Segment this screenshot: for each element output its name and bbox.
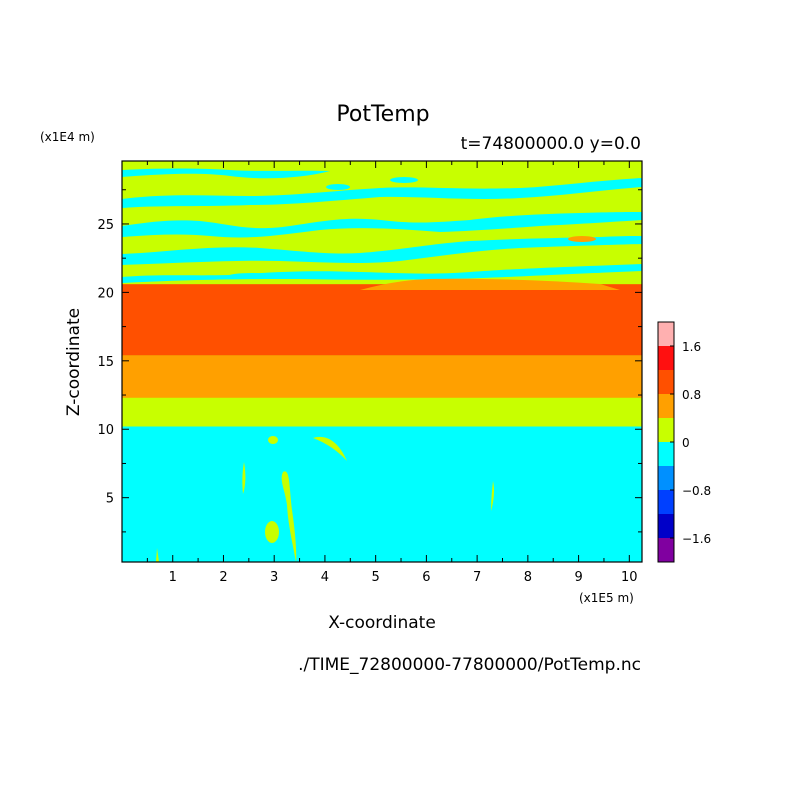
y-tick-label: 25 (97, 218, 114, 233)
x-unit-label: (x1E5 m) (579, 591, 634, 605)
colorbar-tick-label: 1.6 (682, 340, 701, 354)
y-tick-label: 10 (97, 423, 114, 438)
x-tick-label: 3 (270, 570, 278, 585)
contour-band (122, 426, 642, 562)
y-tick-label: 20 (97, 286, 114, 301)
colorbar-swatch (658, 346, 674, 370)
y-unit-label: (x1E4 m) (40, 130, 95, 144)
colorbar-swatch (658, 490, 674, 514)
colorbar-tick-label: 0 (682, 436, 690, 450)
lower-yellow-features (156, 436, 495, 562)
colorbar-swatch (658, 418, 674, 442)
colorbar-tick-label: −0.8 (682, 484, 711, 498)
upper-streaks (122, 168, 642, 283)
y-tick-label: 5 (106, 492, 114, 507)
plot-border (121, 160, 643, 563)
orange-bump (360, 278, 620, 290)
x-tick-label: 9 (574, 570, 582, 585)
y-axis: 5 10 15 20 25 (97, 189, 642, 533)
colorbar-tick-label: 0.8 (682, 388, 701, 402)
x-axis-label: X-coordinate (328, 613, 436, 633)
colorbar-swatch (658, 394, 674, 418)
colorbar-swatch (658, 442, 674, 466)
contour-bands (122, 284, 642, 562)
x-tick-label: 1 (169, 570, 177, 585)
colorbar: 1.6 0.8 0 −0.8 −1.6 (657, 321, 711, 563)
x-axis: 1 2 3 4 5 6 7 8 9 10 (146, 161, 638, 585)
colorbar-swatch (658, 370, 674, 394)
x-tick-label: 8 (524, 570, 532, 585)
plot-area (122, 161, 642, 562)
orange-patch (568, 236, 596, 242)
colorbar-swatch (658, 514, 674, 538)
chart-subtitle: t=74800000.0 y=0.0 (461, 134, 641, 154)
x-tick-label: 10 (621, 570, 638, 585)
colorbar-swatch (658, 322, 674, 346)
contour-band (122, 355, 642, 398)
colorbar-swatch (658, 466, 674, 490)
y-tick-label: 15 (97, 355, 114, 370)
x-tick-label: 7 (473, 570, 481, 585)
chart-title: PotTemp (336, 102, 429, 127)
colorbar-swatch (658, 538, 674, 562)
colorbar-tick-label: −1.6 (682, 532, 711, 546)
x-tick-label: 4 (321, 570, 329, 585)
contour-band (122, 397, 642, 427)
x-tick-label: 2 (219, 570, 227, 585)
contour-band (122, 284, 642, 356)
source-file-label: ./TIME_72800000-77800000/PotTemp.nc (298, 655, 641, 675)
y-axis-label: Z-coordinate (64, 308, 84, 416)
x-tick-label: 6 (422, 570, 430, 585)
x-tick-label: 5 (372, 570, 380, 585)
